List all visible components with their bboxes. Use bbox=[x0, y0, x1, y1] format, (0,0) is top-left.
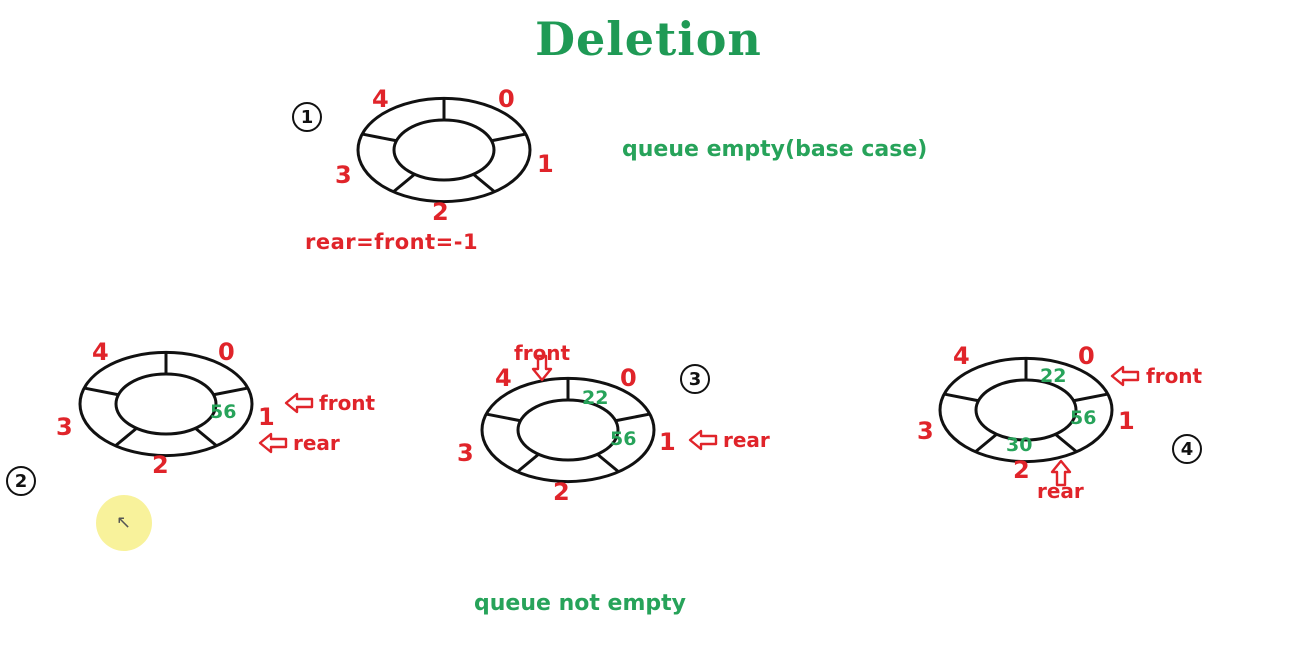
case-2-divider-2 bbox=[194, 427, 218, 447]
case-3-slot-1-value: 56 bbox=[610, 428, 637, 450]
case-4-divider-2 bbox=[1054, 433, 1078, 453]
case-2-index-3: 3 bbox=[56, 413, 73, 441]
case-2-divider-1 bbox=[213, 386, 249, 397]
case-1-divider-4 bbox=[361, 132, 397, 143]
case-3-divider-3 bbox=[516, 453, 540, 473]
case-4-inner-ring bbox=[974, 378, 1078, 442]
case-2-front-arrow bbox=[284, 392, 314, 414]
case-1-index-4: 4 bbox=[372, 85, 389, 113]
case-1-divider-1 bbox=[491, 132, 527, 143]
case-2-front-label: front bbox=[319, 391, 376, 415]
case-2-index-2: 2 bbox=[152, 451, 169, 479]
case-3-slot-0-value: 22 bbox=[582, 387, 609, 409]
mouse-pointer-icon: ↖ bbox=[116, 512, 132, 533]
case-1-index-3: 3 bbox=[335, 161, 352, 189]
case-3-divider-1 bbox=[615, 412, 651, 423]
case-1-divider-3 bbox=[392, 173, 416, 193]
case-4-index-2: 2 bbox=[1013, 456, 1030, 484]
case-3-rear-label: rear bbox=[723, 428, 770, 452]
case-4-divider-1 bbox=[1073, 392, 1109, 403]
case-3-index-4: 4 bbox=[495, 364, 512, 392]
case-4-divider-3 bbox=[974, 433, 998, 453]
case-2-divider-4 bbox=[83, 386, 119, 397]
case-4-badge: 4 bbox=[1172, 434, 1202, 464]
case-2-rear-arrow bbox=[258, 432, 288, 454]
case-2-divider-3 bbox=[114, 427, 138, 447]
case-3-front-arrow bbox=[531, 354, 553, 382]
case-1-condition: rear=front=-1 bbox=[305, 230, 479, 254]
case-3-front-label: front bbox=[514, 341, 571, 365]
case-4-index-0: 0 bbox=[1078, 342, 1095, 370]
caption-queue-empty: queue empty(base case) bbox=[622, 137, 928, 162]
case-1-badge: 1 bbox=[292, 102, 322, 132]
case-3-index-0: 0 bbox=[620, 364, 637, 392]
case-3-index-1: 1 bbox=[659, 428, 676, 456]
case-4-divider-4 bbox=[943, 392, 979, 403]
case-2-index-0: 0 bbox=[218, 338, 235, 366]
case-2-index-1: 1 bbox=[258, 403, 275, 431]
page-title: Deletion bbox=[535, 12, 762, 66]
case-1-inner-ring bbox=[392, 118, 496, 182]
case-1-index-0: 0 bbox=[498, 85, 515, 113]
case-4-rear-arrow bbox=[1050, 459, 1072, 487]
case-3-rear-arrow bbox=[688, 429, 718, 451]
case-1-index-2: 2 bbox=[432, 198, 449, 226]
case-3-divider-4 bbox=[485, 412, 521, 423]
caption-queue-not-empty: queue not empty bbox=[474, 591, 686, 616]
case-4-slot-1-value: 56 bbox=[1070, 407, 1097, 429]
case-4-index-1: 1 bbox=[1118, 407, 1135, 435]
case-4-index-4: 4 bbox=[953, 342, 970, 370]
case-4-slot-0-value: 22 bbox=[1040, 365, 1067, 387]
case-1-divider-2 bbox=[472, 173, 496, 193]
case-1-index-1: 1 bbox=[537, 150, 554, 178]
case-3-badge: 3 bbox=[680, 364, 710, 394]
case-2-inner-ring bbox=[114, 372, 218, 436]
case-3-inner-ring bbox=[516, 398, 620, 462]
case-4-front-arrow bbox=[1110, 365, 1140, 387]
case-3-divider-2 bbox=[596, 453, 620, 473]
case-4-rear-label: rear bbox=[1037, 479, 1084, 503]
case-4-index-3: 3 bbox=[917, 417, 934, 445]
case-4-front-label: front bbox=[1146, 364, 1203, 388]
case-2-rear-label: rear bbox=[293, 431, 340, 455]
cursor-highlight bbox=[96, 495, 152, 551]
case-4-slot-2-value: 30 bbox=[1006, 434, 1033, 456]
case-3-index-3: 3 bbox=[457, 439, 474, 467]
case-2-index-4: 4 bbox=[92, 338, 109, 366]
case-3-index-2: 2 bbox=[553, 478, 570, 506]
case-2-badge: 2 bbox=[6, 466, 36, 496]
case-2-slot-1-value: 56 bbox=[210, 401, 237, 423]
